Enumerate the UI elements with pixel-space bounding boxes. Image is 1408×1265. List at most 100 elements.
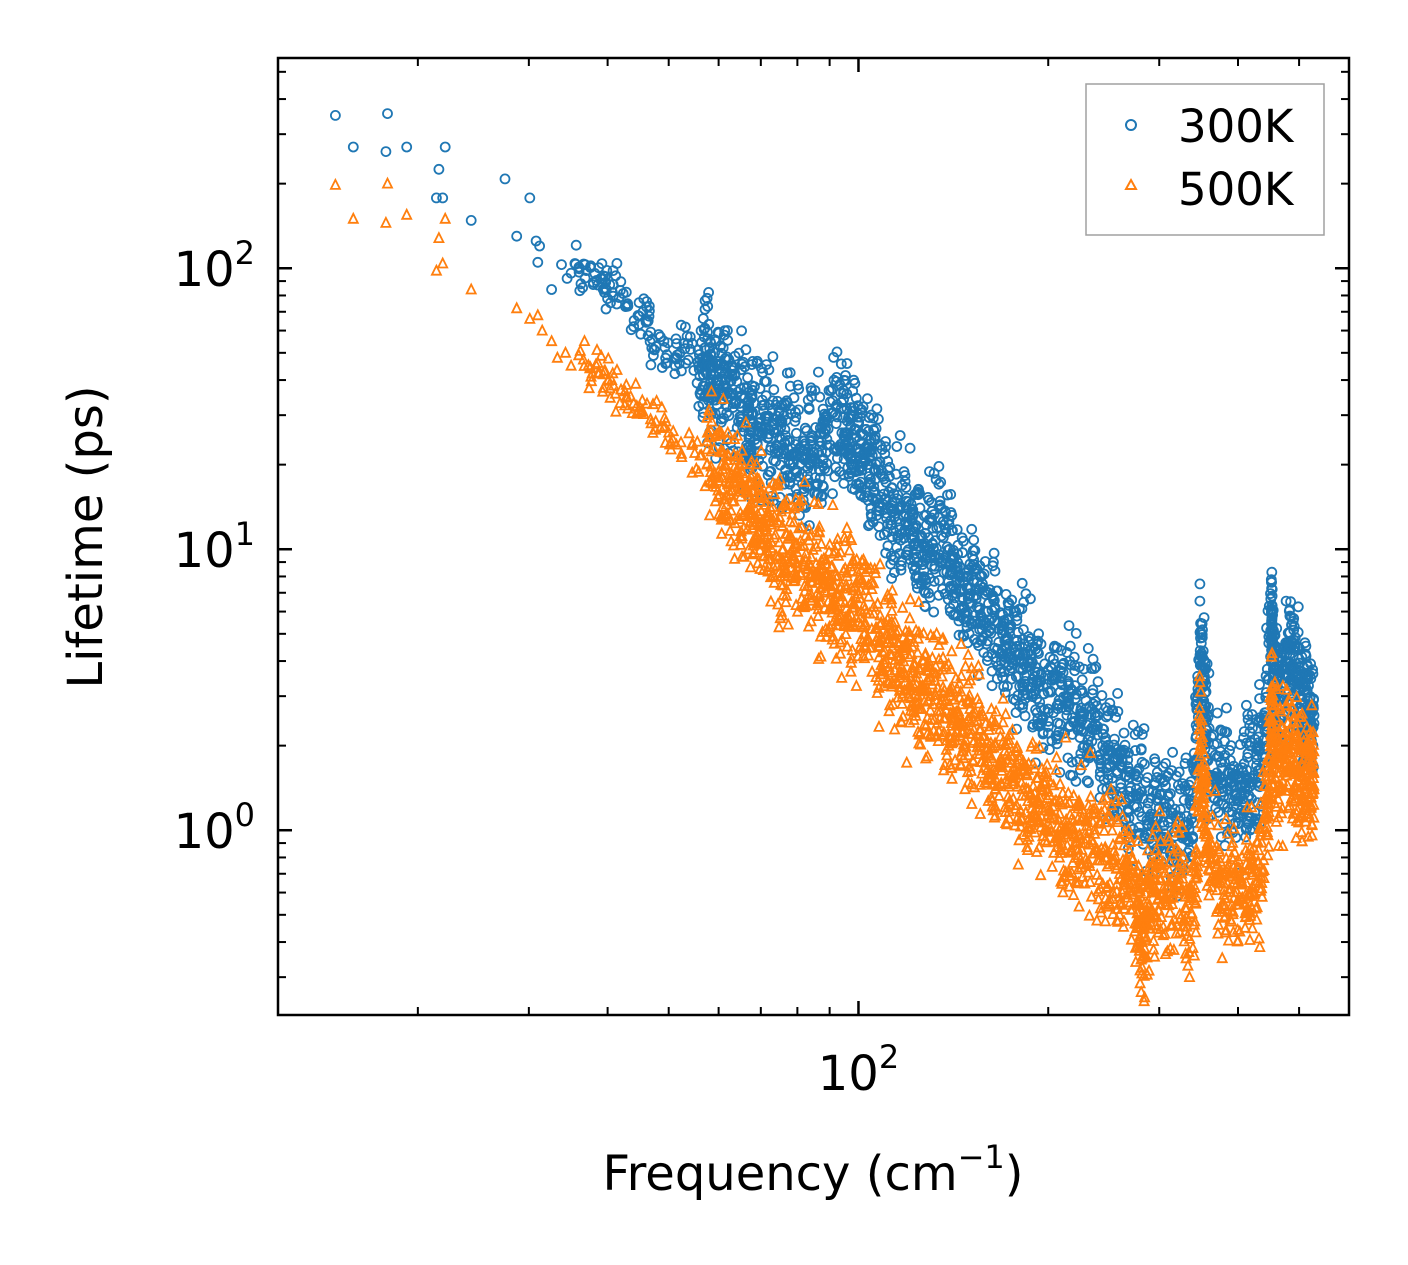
data-point	[1281, 777, 1294, 790]
data-point	[643, 300, 655, 312]
data-point	[1022, 648, 1033, 659]
data-point	[1276, 839, 1289, 851]
data-point	[579, 259, 591, 271]
data-point	[1136, 756, 1148, 768]
data-point	[1136, 949, 1149, 962]
data-point	[957, 751, 970, 764]
data-point	[1088, 822, 1101, 835]
data-point	[1239, 920, 1252, 933]
data-point	[1098, 724, 1110, 735]
data-point	[1022, 762, 1035, 775]
data-point	[1110, 711, 1121, 723]
data-point	[1185, 907, 1198, 920]
data-point	[1138, 941, 1151, 954]
data-point	[884, 665, 897, 678]
data-point	[812, 651, 825, 664]
data-point	[1090, 913, 1103, 926]
data-point	[825, 385, 837, 396]
data-point	[782, 555, 795, 567]
data-point	[578, 334, 591, 347]
data-point	[1156, 832, 1168, 844]
data-point	[835, 579, 848, 592]
data-point	[798, 435, 810, 447]
data-point	[782, 617, 795, 630]
data-point	[1048, 794, 1061, 807]
data-point	[628, 321, 640, 333]
data-point	[577, 282, 588, 294]
data-point	[1086, 735, 1098, 747]
data-point	[886, 641, 899, 653]
data-point	[1034, 696, 1046, 708]
data-point	[1118, 901, 1131, 914]
data-point	[703, 508, 716, 521]
data-point	[807, 456, 818, 468]
data-point	[673, 358, 685, 369]
data-point	[556, 259, 567, 271]
data-point	[759, 487, 772, 500]
data-point	[790, 406, 801, 418]
data-point	[848, 374, 860, 386]
data-point	[865, 582, 878, 594]
data-point	[1135, 743, 1147, 755]
data-point	[695, 325, 707, 337]
data-point	[1118, 727, 1130, 739]
data-point	[755, 443, 768, 456]
data-point	[762, 560, 775, 572]
data-point	[853, 591, 866, 604]
data-point	[957, 571, 969, 583]
data-point	[739, 415, 752, 428]
data-point	[862, 393, 873, 405]
data-point	[1055, 876, 1068, 889]
data-point	[766, 499, 779, 512]
data-point	[870, 423, 882, 435]
data-point	[928, 509, 940, 520]
data-point	[1110, 913, 1123, 926]
data-point	[715, 425, 728, 438]
data-point	[914, 684, 927, 697]
data-point	[1061, 709, 1073, 721]
data-point	[937, 680, 949, 693]
data-point	[886, 482, 898, 494]
data-point	[957, 744, 970, 757]
data-point	[1262, 839, 1275, 852]
data-point	[975, 609, 986, 621]
data-point	[1211, 707, 1223, 719]
data-point	[793, 494, 806, 507]
data-point	[908, 658, 921, 671]
data-point	[1272, 792, 1285, 805]
data-point	[1180, 951, 1193, 964]
data-point	[886, 627, 899, 640]
data-point	[840, 521, 853, 533]
data-point	[714, 363, 726, 375]
data-point	[914, 502, 926, 514]
data-point	[551, 350, 564, 363]
data-point	[1132, 790, 1144, 802]
data-point	[779, 595, 792, 608]
data-point	[1073, 796, 1086, 809]
data-point	[546, 284, 557, 295]
data-point	[988, 810, 1001, 823]
data-point	[937, 516, 949, 527]
data-point	[565, 267, 577, 279]
data-point	[1122, 761, 1134, 773]
data-point	[832, 587, 845, 600]
data-point	[1124, 835, 1137, 847]
data-point	[1271, 623, 1283, 634]
data-point	[1244, 908, 1257, 921]
data-point	[655, 400, 668, 413]
data-point	[1042, 727, 1054, 739]
data-point	[1249, 901, 1262, 914]
data-point	[794, 539, 807, 551]
data-point	[974, 777, 987, 790]
data-point	[938, 758, 951, 770]
data-point	[823, 537, 836, 550]
data-point	[931, 704, 944, 717]
data-point	[1198, 746, 1210, 759]
data-point	[708, 466, 721, 479]
data-point	[577, 352, 590, 365]
data-point	[1204, 852, 1217, 864]
data-point	[1242, 752, 1253, 763]
data-point	[675, 446, 688, 459]
data-point	[883, 646, 896, 659]
data-point	[1086, 663, 1097, 674]
